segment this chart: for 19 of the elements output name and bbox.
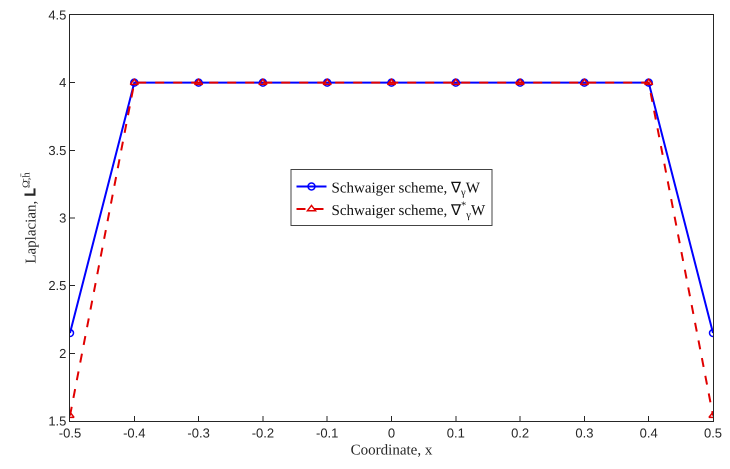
x-tick-label: 0.1 [446, 426, 465, 441]
x-tick-label: -0.3 [187, 426, 210, 441]
y-tick-label: 3.5 [48, 142, 66, 158]
y-tick-label: 2.5 [48, 278, 66, 294]
legend-label: Schwaiger scheme, ∇$^{*}$$_{γ}$W [332, 200, 486, 221]
x-axis-title: Coordinate, x [350, 442, 433, 459]
x-tick-label: 0.3 [575, 426, 594, 441]
y-tick-label: 4 [59, 75, 66, 90]
x-tick-label: 0.4 [640, 426, 658, 441]
y-tick-label: 2 [59, 346, 66, 361]
y-tick-label: 4.5 [48, 8, 66, 23]
x-tick-label: -0.4 [123, 426, 146, 441]
y-tick-label: 3 [59, 210, 66, 226]
x-tick-label: 0.2 [511, 426, 530, 441]
x-tick-label: -0.1 [316, 426, 338, 441]
x-tick-label: -0.2 [252, 426, 274, 441]
x-tick-label: 0 [388, 426, 396, 441]
x-tick-label: 0.5 [704, 426, 722, 441]
legend-label: Schwaiger scheme, ∇$_{γ}$W [332, 180, 481, 198]
